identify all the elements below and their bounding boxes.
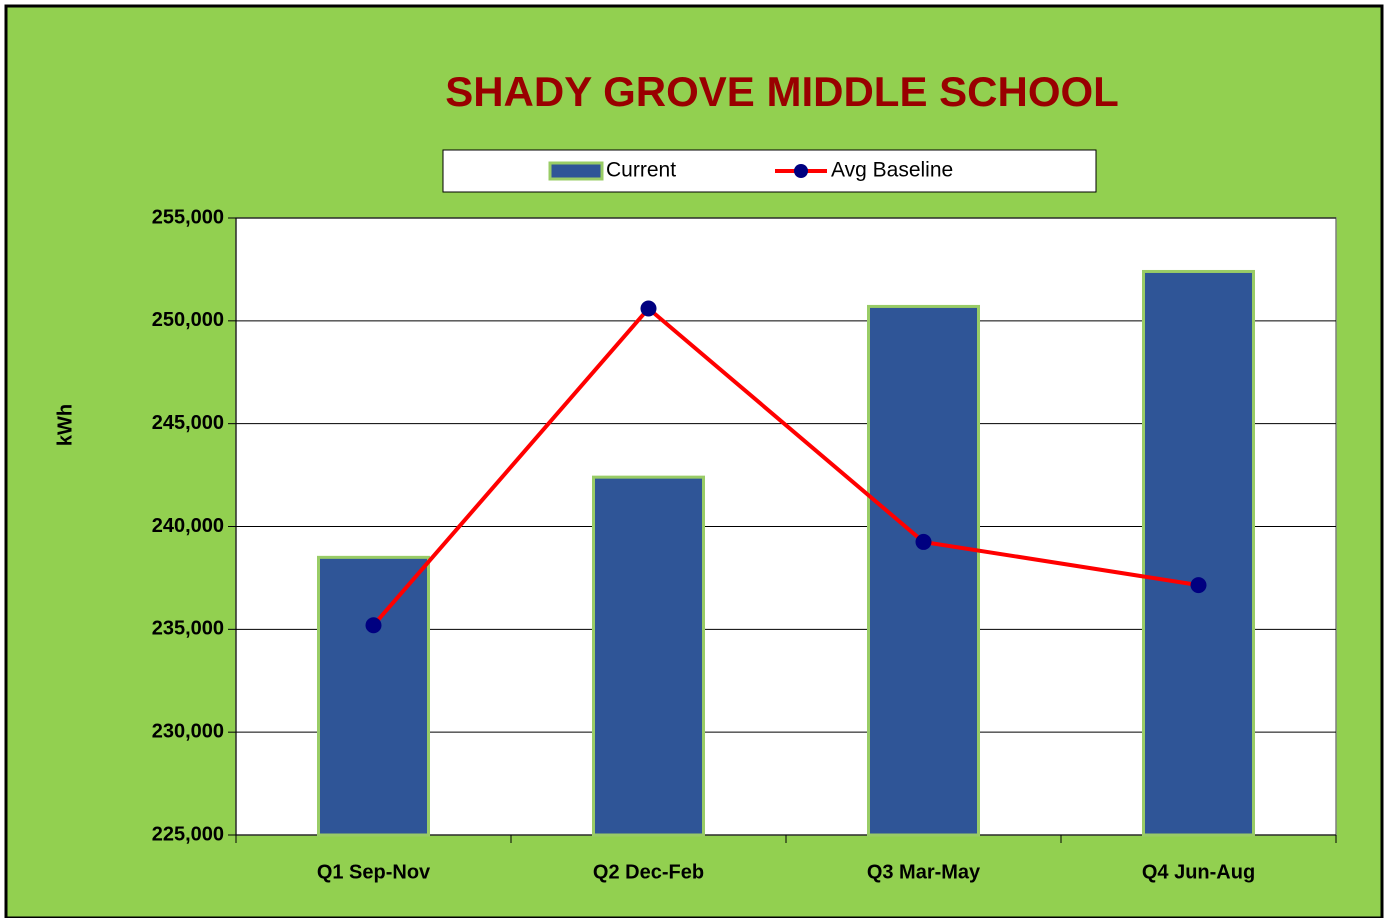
y-tick-label: 230,000 <box>152 720 224 742</box>
legend <box>442 149 1097 193</box>
chart-title: SHADY GROVE MIDDLE SCHOOL <box>445 68 1119 115</box>
legend-label: Current <box>606 159 676 182</box>
y-axis-label: kWh <box>54 404 76 446</box>
legend-swatch <box>548 161 604 181</box>
line-marker <box>915 533 932 550</box>
line-marker <box>365 617 382 634</box>
y-tick-label: 240,000 <box>152 515 224 537</box>
bar <box>867 304 980 837</box>
x-tick-label: Q2 Dec-Feb <box>593 861 704 883</box>
legend-label: Avg Baseline <box>831 159 953 182</box>
bar <box>1142 269 1255 837</box>
y-tick-label: 235,000 <box>152 618 224 640</box>
line-marker <box>1190 577 1207 594</box>
line-marker <box>640 300 657 317</box>
x-tick-label: Q1 Sep-Nov <box>317 861 431 883</box>
y-tick-label: 245,000 <box>152 412 224 434</box>
bar <box>317 555 430 837</box>
y-tick-label: 225,000 <box>152 823 224 845</box>
x-tick-label: Q4 Jun-Aug <box>1142 861 1255 883</box>
legend-marker <box>794 164 808 178</box>
line <box>371 305 1199 627</box>
x-tick-label: Q3 Mar-May <box>867 861 981 883</box>
bar <box>592 475 705 837</box>
y-tick-label: 250,000 <box>152 309 224 331</box>
y-tick-label: 255,000 <box>152 206 224 228</box>
